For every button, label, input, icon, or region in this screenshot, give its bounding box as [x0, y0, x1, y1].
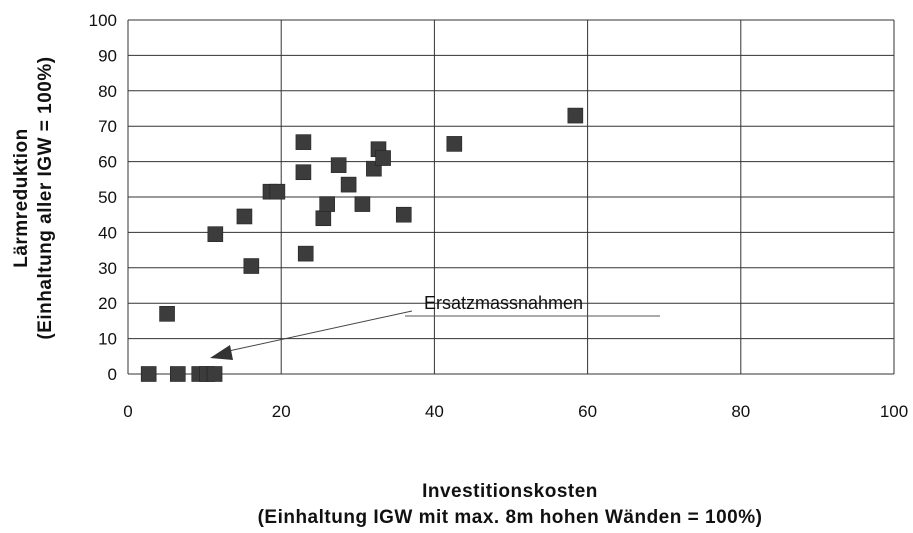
data-point [159, 306, 175, 322]
data-points [140, 107, 584, 382]
y-tick-label: 0 [108, 365, 117, 384]
y-axis-title-line1: Lärmreduktion [11, 128, 32, 268]
x-tick-label: 0 [123, 402, 132, 421]
y-tick-label: 100 [89, 11, 117, 30]
annotation: Ersatzmassnahmen [210, 293, 660, 360]
x-tick-label: 80 [731, 402, 750, 421]
data-point [330, 157, 347, 173]
data-point [375, 150, 391, 166]
data-point [295, 164, 312, 181]
y-tick-label: 30 [98, 259, 117, 278]
y-tick-label: 10 [98, 330, 117, 349]
annotation-label: Ersatzmassnahmen [424, 293, 583, 313]
x-axis-title-line1: Investitionskosten [422, 481, 598, 502]
y-tick-label: 50 [98, 188, 117, 207]
annotation-arrow-line [223, 310, 413, 353]
y-tick-label: 90 [98, 46, 117, 65]
data-point [140, 366, 157, 382]
x-tick-label: 20 [272, 402, 291, 421]
y-axis-title-line2: (Einhaltung aller IGW = 100%) [35, 56, 56, 339]
y-axis-title: Lärmreduktion (Einhaltung aller IGW = 10… [11, 56, 56, 339]
x-tick-label: 100 [880, 402, 908, 421]
y-tick-label: 80 [98, 82, 117, 101]
annotation-arrowhead [210, 345, 233, 360]
data-point [315, 210, 332, 227]
data-point [295, 134, 312, 150]
x-axis-title-line2: (Einhaltung IGW mit max. 8m hohen Wänden… [258, 507, 763, 528]
data-point [297, 245, 314, 262]
data-point [446, 136, 463, 152]
x-tick-labels: 0 20 40 60 80 100 [123, 402, 908, 421]
data-point [243, 258, 260, 274]
data-point [319, 196, 335, 212]
x-tick-label: 60 [578, 402, 597, 421]
y-tick-label: 40 [98, 223, 117, 242]
y-tick-labels: 0 10 20 30 40 50 60 70 80 90 100 [89, 11, 117, 384]
data-point [567, 107, 584, 124]
data-point [207, 226, 224, 242]
data-point [354, 196, 371, 212]
y-tick-label: 60 [98, 153, 117, 172]
data-point [236, 208, 253, 225]
y-tick-label: 70 [98, 117, 117, 136]
data-point [206, 366, 223, 382]
data-point [169, 366, 186, 382]
x-tick-label: 40 [425, 402, 444, 421]
data-point [340, 176, 357, 193]
data-point [395, 206, 412, 223]
y-tick-label: 20 [98, 294, 117, 313]
data-point [269, 183, 286, 200]
grid-lines [127, 19, 895, 375]
